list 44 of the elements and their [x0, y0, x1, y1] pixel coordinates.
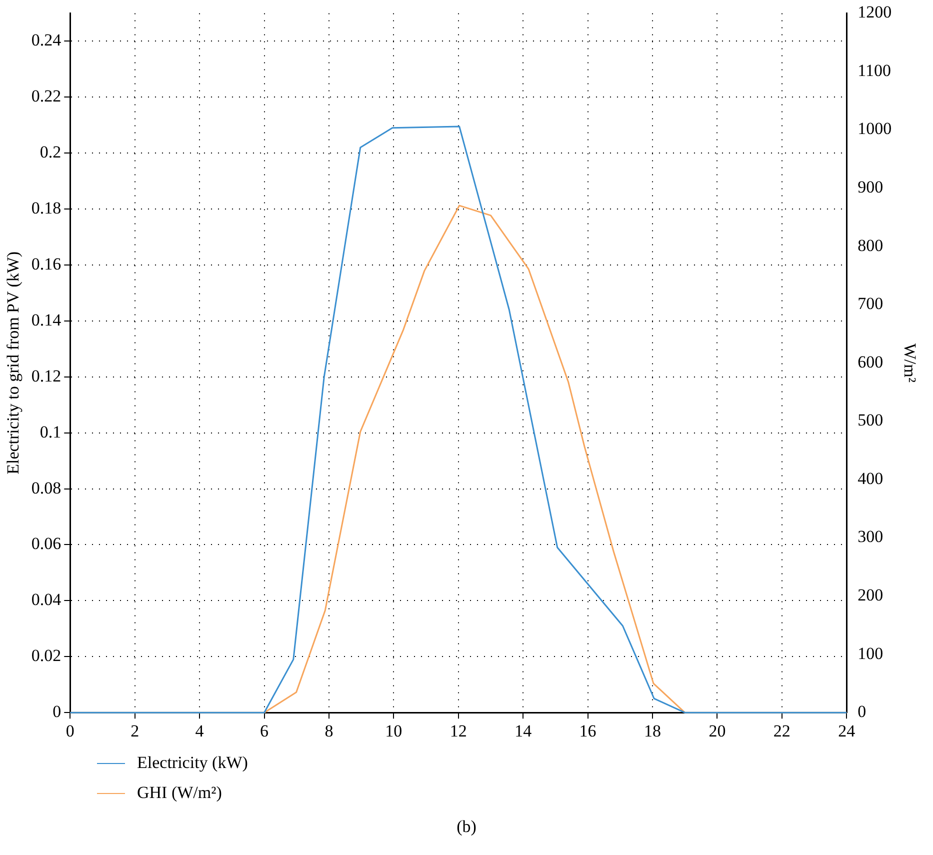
y-tick-label: 0.24 [31, 30, 62, 50]
y-tick-label: 0.12 [31, 366, 62, 386]
y-tick-label: 0 [52, 702, 62, 722]
x-tick-label: 4 [195, 721, 204, 740]
y-tick-label: 0.02 [31, 646, 62, 666]
y-tick-label: 0.18 [31, 198, 62, 218]
text: (b) [456, 817, 478, 837]
y-tick-label: 0.1 [40, 422, 62, 442]
x-tick-label: 14 [514, 721, 532, 740]
x-tick-label: 6 [260, 721, 269, 740]
x-tick-label: 22 [773, 721, 790, 740]
y2-tick-label: 100 [858, 644, 884, 663]
y2-tick-label: 1200 [858, 2, 892, 22]
y-tick-label: 0.16 [31, 254, 62, 274]
y-tick-label: 0.14 [31, 310, 62, 330]
y2-tick-label: 500 [858, 410, 884, 430]
y2-tick-label: 200 [858, 586, 884, 604]
y2-tick-label: 600 [858, 352, 884, 372]
y2-tick-label: 300 [858, 527, 884, 546]
y2-tick-label: 700 [858, 294, 884, 314]
y-tick-label: 0.22 [31, 86, 62, 106]
legend-label: Electricity (kW) [137, 753, 248, 773]
y2-tick-label: 1100 [858, 60, 891, 80]
x-tick-label: 16 [579, 721, 596, 740]
x-tick-label: 10 [385, 721, 402, 740]
x-tick-label: 2 [130, 721, 140, 740]
x-tick-label: 24 [838, 721, 856, 740]
y2-tick-label: 0 [858, 702, 866, 722]
y2-axis-title: W/m² [900, 343, 920, 382]
y2-tick-label: 1000 [858, 119, 892, 138]
x-tick-label: 20 [708, 721, 726, 740]
y-tick-label: 0.08 [31, 478, 62, 498]
x-tick-label: 0 [66, 721, 74, 740]
y-tick-label: 0.2 [40, 142, 62, 162]
x-tick-label: 12 [450, 721, 467, 740]
y2-tick-label: 800 [858, 236, 884, 255]
y-tick-label: 0.04 [31, 590, 62, 610]
y-tick-label: 0.06 [31, 534, 62, 554]
y2-tick-label: 900 [858, 178, 884, 197]
x-tick-label: 18 [644, 721, 661, 740]
y-axis-title: Electricity to grid from PV (kW) [4, 251, 23, 474]
y2-tick-label: 400 [858, 468, 884, 488]
x-tick-label: 8 [324, 721, 334, 740]
legend-label: GHI (W/m²) [137, 783, 222, 803]
